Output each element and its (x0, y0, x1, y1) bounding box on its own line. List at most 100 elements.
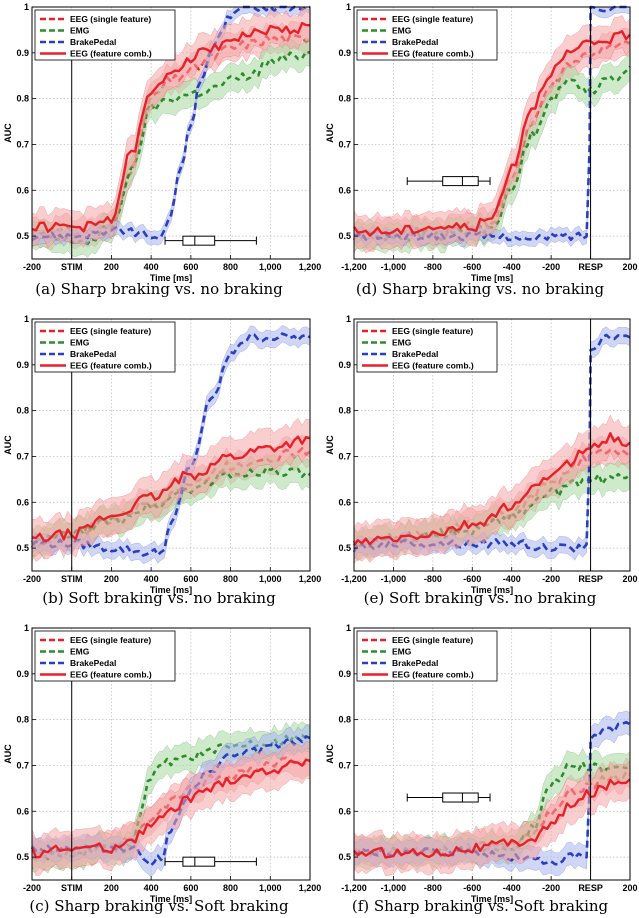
x-tick-label: STIM (61, 262, 83, 272)
x-tick-label: -800 (424, 883, 442, 893)
y-tick-label: 0.7 (16, 760, 29, 770)
legend-box (356, 9, 498, 61)
plot-frame (31, 6, 311, 260)
x-tick-label: 800 (223, 262, 238, 272)
legend-label: BrakePedal (70, 349, 116, 359)
x-tick-label: 200 (622, 883, 637, 893)
panel-f: -1,200 -1,000 -800 -600 -400 -200 RESP 200 0.5 0.… (325, 623, 638, 915)
y-tick-label: 0.6 (338, 185, 351, 195)
y-tick-label: 0.7 (338, 451, 351, 461)
y-axis-label: AUC (325, 123, 335, 143)
x-tick-label: -200 (23, 262, 41, 272)
series-line-eeg-feature-comb- (31, 435, 311, 542)
series-line-eeg-feature-comb- (353, 778, 631, 859)
x-axis-label: Time [ms] (471, 585, 513, 595)
y-tick-label: 0.5 (338, 543, 351, 553)
x-tick-label: 1,000 (259, 574, 282, 584)
x-axis-label: Time [ms] (150, 585, 192, 595)
x-tick-label: -1,000 (381, 262, 407, 272)
series-line-brakepedal (353, 5, 630, 242)
plot-frame (353, 318, 631, 572)
x-axis-label: Time [ms] (150, 273, 192, 283)
x-tick-label: -200 (542, 574, 560, 584)
x-tick-label: -600 (463, 262, 481, 272)
legend-label: EMG (70, 338, 90, 348)
legend-label: EEG (single feature) (392, 326, 473, 336)
x-tick-label: 200 (104, 883, 119, 893)
y-tick-label: 0.7 (338, 760, 351, 770)
y-tick-label: 0.8 (338, 715, 351, 725)
y-axis-label: AUC (325, 435, 335, 455)
legend-label: BrakePedal (392, 349, 438, 359)
x-tick-label: 800 (223, 574, 238, 584)
y-tick-label: 0.9 (16, 360, 29, 370)
series-line-eeg-feature-comb- (353, 30, 631, 237)
x-tick-label: 400 (144, 574, 159, 584)
x-tick-label: 600 (183, 574, 198, 584)
y-tick-label: 1 (24, 314, 29, 324)
x-tick-label: -1,200 (341, 574, 367, 584)
panel-caption: (e) Soft braking vs. no braking (364, 589, 597, 607)
legend-label: EEG (single feature) (392, 635, 473, 645)
x-tick-label: RESP (578, 883, 603, 893)
x-tick-label: 400 (144, 883, 159, 893)
x-tick-label: 200 (104, 262, 119, 272)
y-tick-label: 0.8 (16, 94, 29, 104)
x-tick-label: -400 (503, 262, 521, 272)
panel-c: -200 STIM 200 400 600 800 1,000 1,200 0.5 0.6 0.7 0… (3, 623, 321, 915)
boxplot-box (182, 235, 216, 246)
y-tick-label: 0.8 (16, 406, 29, 416)
x-tick-label: STIM (61, 574, 83, 584)
y-tick-label: 0.5 (338, 231, 351, 241)
y-tick-label: 0.7 (16, 451, 29, 461)
x-tick-label: RESP (578, 262, 603, 272)
x-tick-label: 600 (183, 883, 198, 893)
panel-caption: (a) Sharp braking vs. no braking (35, 280, 283, 298)
y-tick-label: 1 (24, 2, 29, 12)
x-tick-label: 200 (104, 574, 119, 584)
legend-label: EEG (single feature) (392, 14, 473, 24)
panel-caption: (c) Sharp braking vs. Soft braking (29, 897, 289, 915)
plot-frame (353, 6, 631, 260)
y-tick-label: 0.7 (16, 139, 29, 149)
panel-caption: (f) Sharp braking vs. Soft braking (352, 897, 609, 915)
y-tick-label: 0.5 (16, 852, 29, 862)
legend-label: EEG (single feature) (70, 635, 151, 645)
legend-label: EMG (392, 647, 412, 657)
x-tick-label: -600 (463, 883, 481, 893)
x-tick-label: STIM (61, 883, 83, 893)
y-axis-label: AUC (3, 744, 13, 764)
series-line-eeg-feature-comb- (31, 21, 311, 233)
boxplot-box (182, 856, 216, 867)
x-tick-label: -1,000 (381, 574, 407, 584)
x-tick-label: 1,200 (299, 574, 322, 584)
x-tick-label: -200 (23, 574, 41, 584)
legend-label: EEG (single feature) (70, 14, 151, 24)
legend-label: EMG (70, 647, 90, 657)
y-tick-label: 0.9 (338, 360, 351, 370)
y-tick-label: 0.6 (338, 806, 351, 816)
legend-label: EEG (single feature) (70, 326, 151, 336)
x-tick-label: 800 (223, 883, 238, 893)
x-tick-label: 1,000 (259, 883, 282, 893)
x-axis-label: Time [ms] (150, 894, 192, 904)
y-tick-label: 0.9 (338, 669, 351, 679)
legend-label: EMG (392, 338, 412, 348)
x-tick-label: -200 (542, 883, 560, 893)
legend-label: EEG (feature comb.) (392, 670, 474, 680)
x-tick-label: 200 (622, 262, 637, 272)
x-tick-label: -800 (424, 574, 442, 584)
x-tick-label: -200 (23, 883, 41, 893)
x-tick-label: 400 (144, 262, 159, 272)
y-tick-label: 0.9 (338, 48, 351, 58)
plot-frame (353, 627, 631, 881)
y-tick-label: 0.8 (338, 406, 351, 416)
y-tick-label: 0.5 (16, 231, 29, 241)
x-tick-label: RESP (578, 574, 603, 584)
x-tick-label: -400 (503, 883, 521, 893)
panel-b: -200 STIM 200 400 600 800 1,000 1,200 0.5 0.6 0.7 0… (3, 314, 321, 607)
y-tick-label: 0.7 (338, 139, 351, 149)
